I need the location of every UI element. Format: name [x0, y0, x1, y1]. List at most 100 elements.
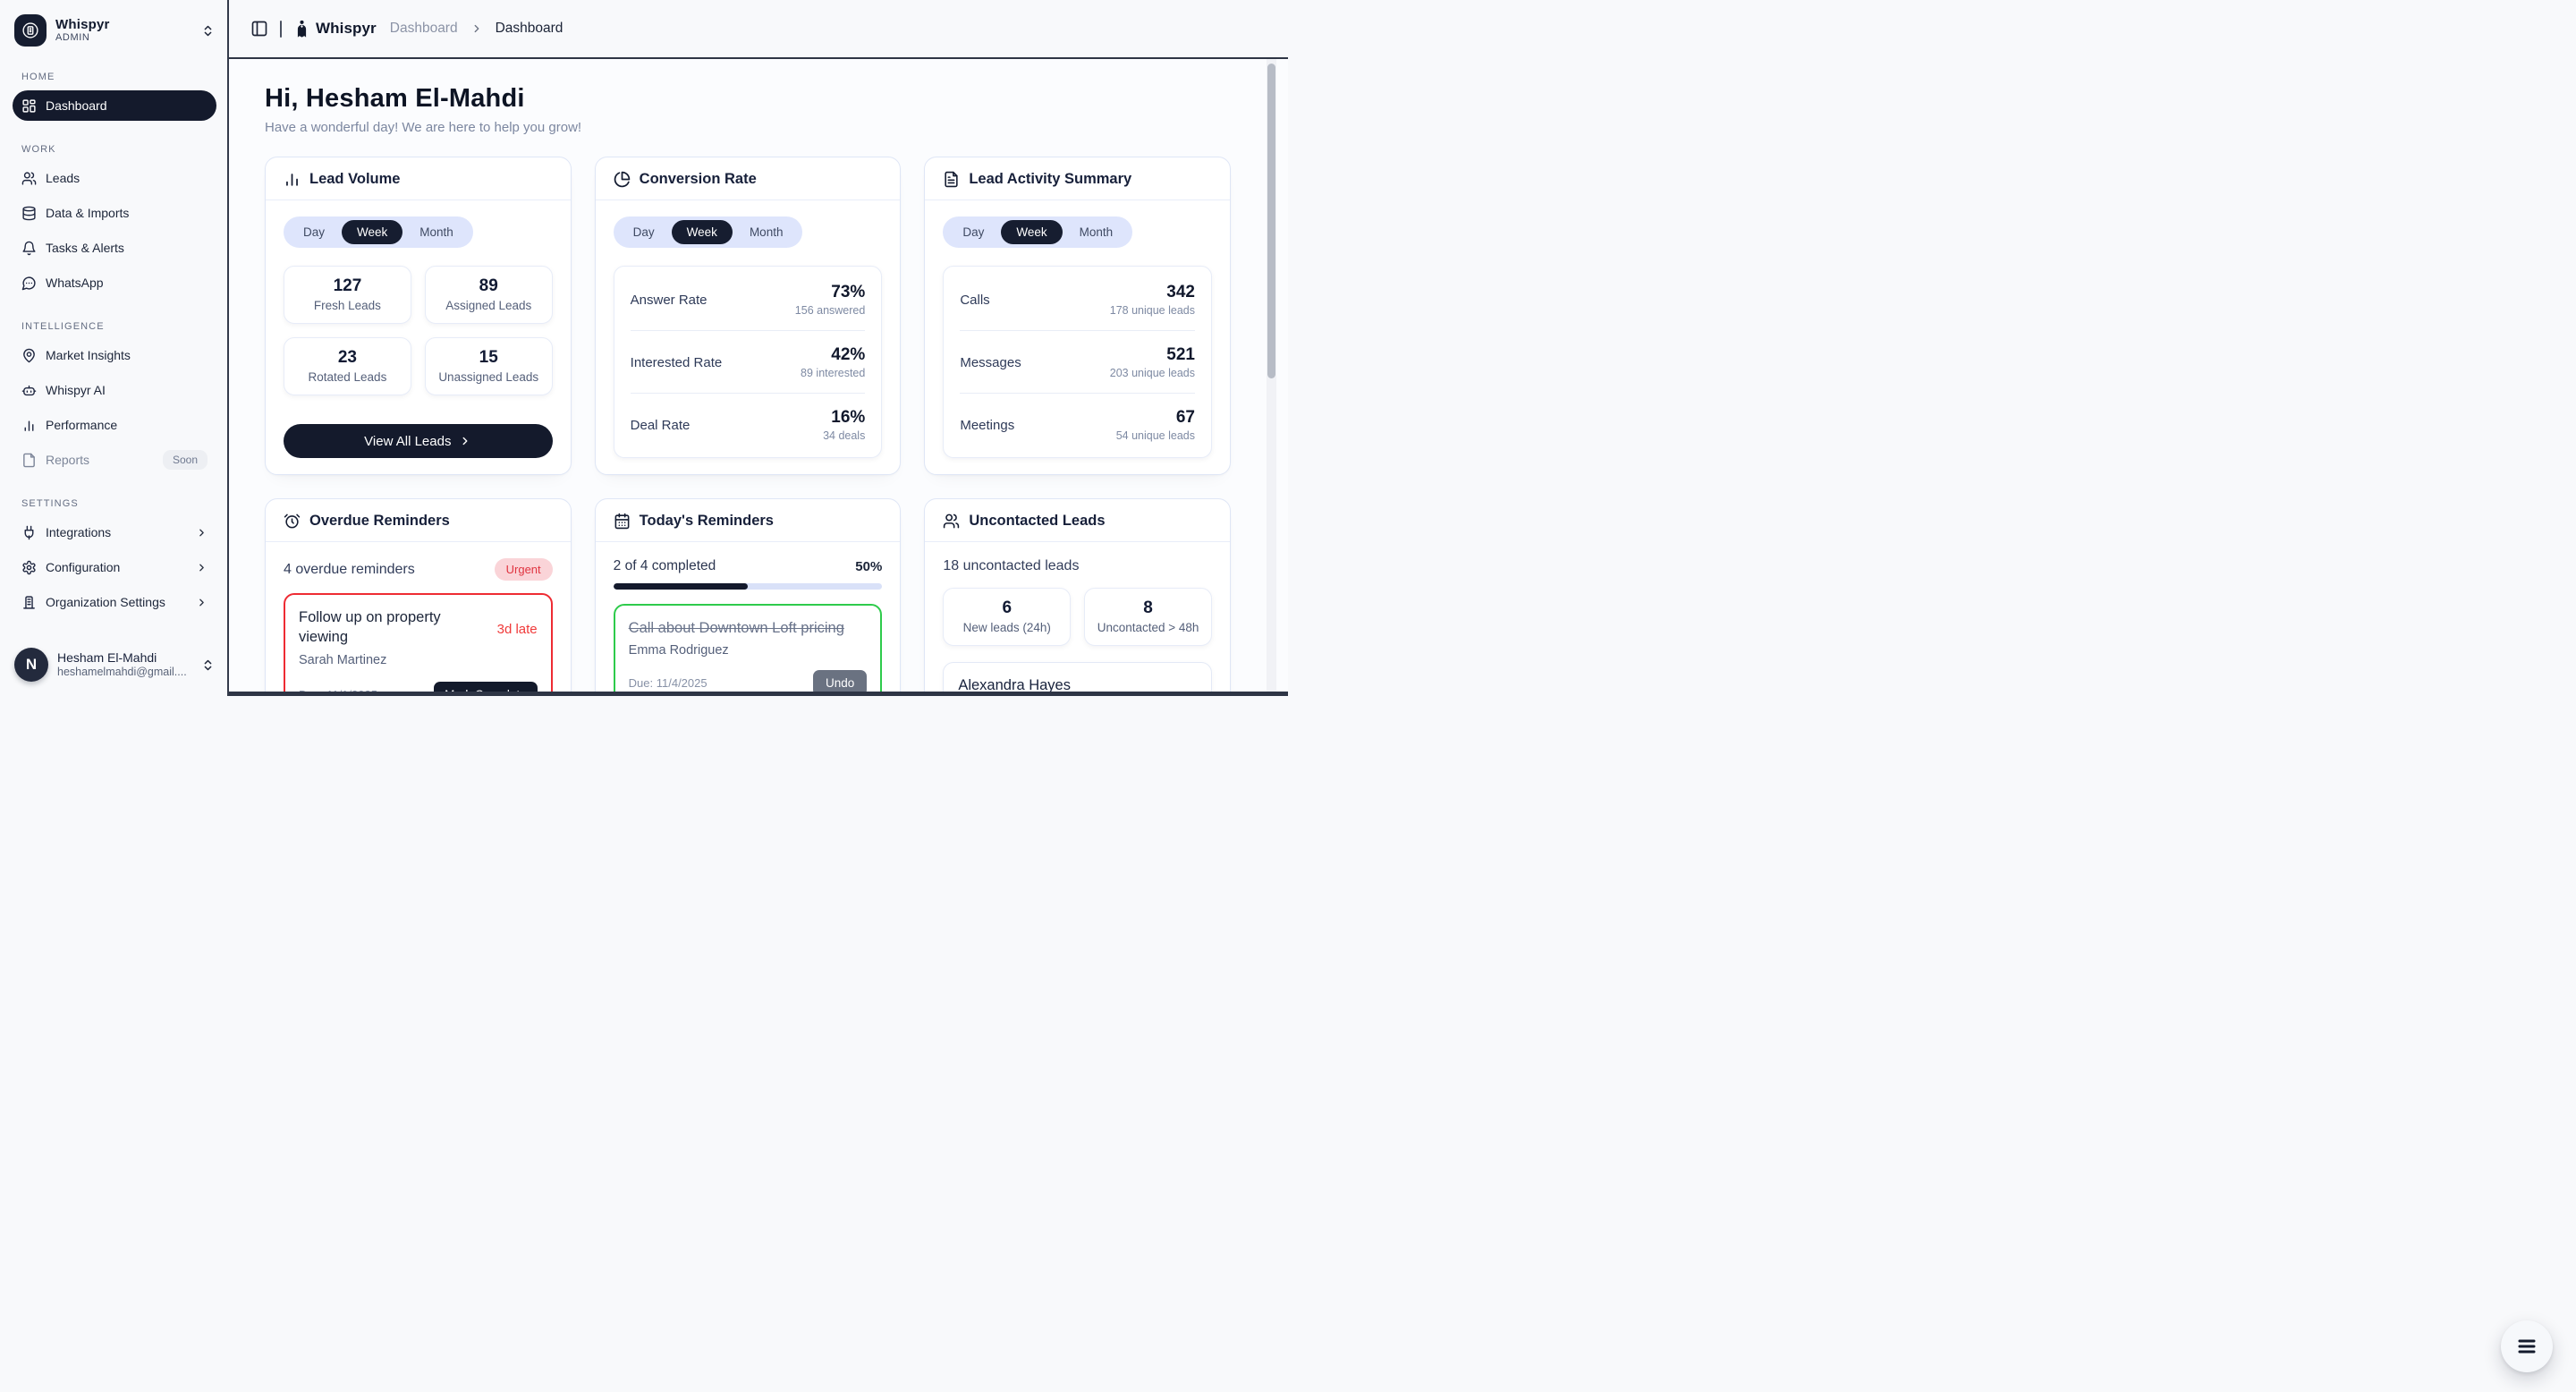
sidebar-item-whatsapp[interactable]: WhatsApp — [13, 267, 216, 298]
overdue-reminder-item: Follow up on property viewing 3d late Sa… — [284, 593, 553, 696]
sidebar-item-label: WhatsApp — [46, 276, 104, 290]
app-window: Whispyr ADMIN HOME Dashboard WORK Leads — [0, 0, 1288, 696]
dashboard-grid: Lead Volume Day Week Month 127 Fresh Lea… — [265, 157, 1231, 696]
sidebar-item-leads[interactable]: Leads — [13, 163, 216, 193]
metric-row-calls: Calls 342 178 unique leads — [960, 268, 1195, 330]
period-week-button[interactable]: Week — [1001, 220, 1063, 244]
reminder-title: Follow up on property viewing — [299, 609, 441, 646]
overdue-reminders-card: Overdue Reminders 4 overdue reminders Ur… — [265, 498, 572, 696]
metric-sub: 156 answered — [794, 304, 866, 317]
page-subtitle: Have a wonderful day! We are here to hel… — [265, 120, 582, 135]
metric-value: 521 — [1166, 345, 1195, 364]
sidebar-toggle-button[interactable] — [250, 20, 268, 38]
card-title: Lead Volume — [309, 171, 401, 187]
sidebar-item-whispyr-ai[interactable]: Whispyr AI — [13, 375, 216, 405]
stat-label: Fresh Leads — [313, 299, 381, 312]
period-day-button[interactable]: Day — [618, 220, 670, 244]
sidebar-item-performance[interactable]: Performance — [13, 410, 216, 440]
scrollbar-thumb[interactable] — [1267, 64, 1275, 378]
chevrons-up-down-icon[interactable] — [201, 658, 215, 672]
whatsapp-chat-icon — [21, 276, 36, 290]
section-label-settings: SETTINGS — [21, 498, 79, 509]
metric-value: 73% — [831, 283, 866, 301]
stat-label: Assigned Leads — [445, 299, 532, 312]
sidebar-item-label: Dashboard — [46, 98, 107, 113]
brand-name: Whispyr — [316, 20, 377, 37]
section-label-home: HOME — [21, 72, 55, 82]
sidebar-item-data-imports[interactable]: Data & Imports — [13, 198, 216, 228]
view-all-leads-button[interactable]: View All Leads — [284, 424, 553, 458]
stat-label: Unassigned Leads — [438, 370, 539, 384]
avatar: N — [14, 648, 48, 682]
reminder-person: Sarah Martinez — [299, 652, 387, 667]
metric-label: Deal Rate — [630, 417, 691, 433]
whispyr-logo-mark — [14, 14, 47, 47]
undo-button[interactable]: Undo — [813, 670, 868, 692]
period-toggle: Day Week Month — [284, 216, 473, 248]
metric-value: 342 — [1166, 283, 1195, 301]
sidebar-item-market-insights[interactable]: Market Insights — [13, 340, 216, 370]
main-panel: Whispyr Dashboard Dashboard Hi, Hesham E… — [229, 0, 1288, 696]
mark-complete-button[interactable]: Mark Complete — [434, 681, 538, 692]
lead-volume-card: Lead Volume Day Week Month 127 Fresh Lea… — [265, 157, 572, 475]
quick-menu-fab[interactable] — [2501, 1320, 2553, 1372]
metric-row-meetings: Meetings 67 54 unique leads — [960, 393, 1195, 455]
metric-value: 16% — [831, 408, 866, 427]
period-day-button[interactable]: Day — [947, 220, 999, 244]
chevron-right-icon — [474, 24, 479, 33]
period-week-button[interactable]: Week — [342, 220, 403, 244]
chevron-right-icon — [199, 564, 204, 571]
reminder-due-date: Due: 11/1/2025 — [299, 687, 377, 696]
sidebar-item-integrations[interactable]: Integrations — [13, 517, 216, 547]
workspace-name: Whispyr — [55, 17, 110, 33]
sidebar-item-label: Organization Settings — [46, 595, 165, 609]
calendar-icon — [614, 513, 630, 530]
uncontacted-lead-row[interactable]: Alexandra Hayes — [943, 662, 1212, 692]
progress-text: 2 of 4 completed — [613, 558, 716, 573]
metric-sub: 54 unique leads — [1115, 429, 1195, 442]
panel-left-icon — [251, 21, 267, 37]
stat-tile-unassigned-leads: 15 Unassigned Leads — [424, 337, 553, 395]
main-content: Hi, Hesham El-Mahdi Have a wonderful day… — [229, 57, 1288, 696]
stat-tile-fresh-leads: 127 Fresh Leads — [284, 266, 411, 324]
lead-activity-card: Lead Activity Summary Day Week Month Cal… — [924, 157, 1231, 475]
stat-label: New leads (24h) — [962, 621, 1051, 634]
period-month-button[interactable]: Month — [404, 220, 469, 244]
breadcrumb-section[interactable]: Dashboard — [389, 21, 458, 36]
metric-label: Interested Rate — [630, 354, 723, 370]
uncontacted-leads-card: Uncontacted Leads 18 uncontacted leads 6… — [924, 498, 1231, 692]
chevron-right-icon — [199, 598, 204, 606]
sidebar-item-dashboard[interactable]: Dashboard — [13, 90, 216, 121]
period-week-button[interactable]: Week — [671, 220, 733, 244]
bell-icon — [22, 241, 36, 255]
sidebar-item-organization-settings[interactable]: Organization Settings — [13, 587, 216, 617]
sidebar-item-reports[interactable]: Reports Soon — [13, 445, 216, 475]
dashboard-grid-icon — [22, 98, 36, 113]
card-title: Overdue Reminders — [309, 513, 450, 529]
sidebar-nav: HOME Dashboard WORK Leads Data & Imports — [13, 48, 216, 639]
chevrons-up-down-icon[interactable] — [201, 24, 215, 38]
sidebar-item-label: Market Insights — [46, 348, 131, 362]
metric-sub: 89 interested — [801, 367, 866, 379]
period-month-button[interactable]: Month — [1064, 220, 1129, 244]
period-day-button[interactable]: Day — [288, 220, 340, 244]
user-menu[interactable]: N Hesham El-Mahdi heshamelmahdi@gmail...… — [13, 639, 216, 683]
ghost-logo-icon — [297, 20, 307, 38]
brand-logo: Whispyr — [293, 20, 377, 38]
file-icon — [23, 453, 35, 467]
file-text-icon — [945, 171, 958, 188]
bar-chart-icon — [24, 420, 34, 431]
period-month-button[interactable]: Month — [734, 220, 799, 244]
page-greeting: Hi, Hesham El-Mahdi — [265, 84, 525, 113]
stat-tile-uncontacted-48h: 8 Uncontacted > 48h — [1084, 588, 1212, 646]
workspace-switcher[interactable]: Whispyr ADMIN — [13, 13, 216, 48]
stat-value: 89 — [479, 276, 498, 295]
sidebar-item-configuration[interactable]: Configuration — [13, 552, 216, 582]
receipt-logo-icon — [22, 22, 38, 38]
sidebar-item-tasks-alerts[interactable]: Tasks & Alerts — [13, 233, 216, 263]
stat-tile-rotated-leads: 23 Rotated Leads — [284, 337, 411, 395]
stat-label: Rotated Leads — [308, 370, 387, 384]
chevron-right-icon — [463, 437, 468, 446]
topbar: Whispyr Dashboard Dashboard — [229, 0, 1288, 57]
bot-icon — [21, 385, 37, 395]
